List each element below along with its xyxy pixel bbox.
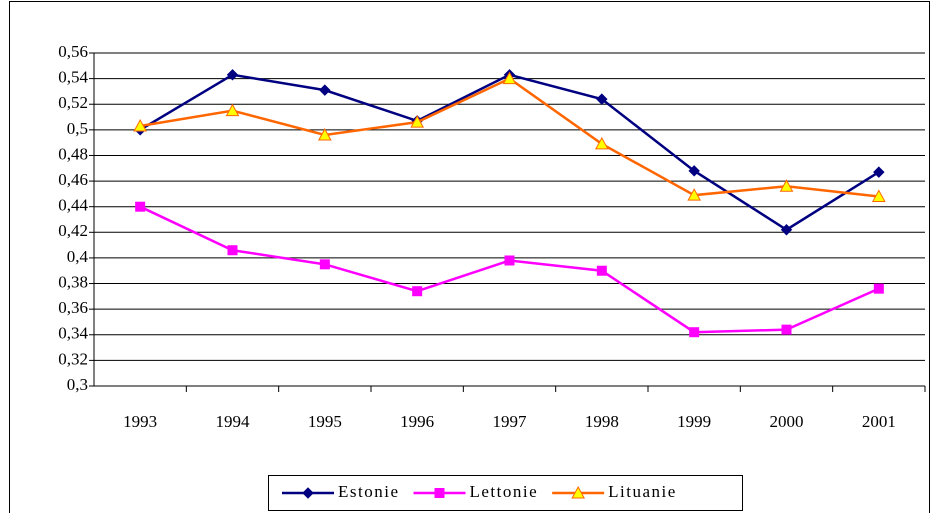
marker	[780, 224, 793, 236]
y-tick-label: 0,52	[58, 93, 88, 112]
y-tick-label: 0,46	[58, 170, 88, 189]
legend: Estonie Lettonie Lituanie	[268, 475, 743, 511]
y-tick-label: 0,48	[58, 144, 88, 163]
y-tick-label: 0,5	[67, 119, 88, 138]
marker	[689, 327, 700, 338]
y-tick-label: 0,34	[58, 324, 88, 343]
marker	[502, 71, 517, 85]
legend-label: Lettonie	[470, 482, 539, 501]
y-tick-label: 0,44	[58, 196, 88, 215]
y-tick-label: 0,36	[58, 298, 88, 317]
legend-label: Lituanie	[608, 482, 677, 501]
marker	[596, 265, 607, 276]
x-tick-label: 1997	[493, 412, 528, 431]
y-tick-label: 0,4	[67, 247, 89, 266]
x-tick-label: 1995	[308, 412, 342, 431]
marker	[225, 103, 240, 117]
marker	[133, 118, 148, 132]
marker	[227, 245, 238, 256]
marker	[410, 115, 425, 128]
series-line	[139, 205, 880, 334]
x-tick-label: 2000	[770, 412, 804, 431]
y-tick-label: 0,32	[58, 349, 88, 368]
marker	[571, 485, 585, 499]
y-tick-label: 0,42	[58, 221, 88, 240]
x-tick-label: 1998	[585, 412, 619, 431]
series-line	[139, 77, 879, 198]
x-tick-label: 2001	[862, 412, 896, 431]
marker	[594, 136, 609, 150]
y-tick-label: 0,56	[58, 42, 88, 61]
legend-box	[268, 475, 743, 511]
marker	[781, 324, 792, 335]
x-tick-label: 1994	[216, 412, 251, 431]
marker	[319, 84, 331, 96]
marker	[226, 69, 239, 81]
y-tick-label: 0,38	[58, 272, 88, 291]
marker	[687, 188, 702, 201]
marker	[596, 93, 608, 105]
marker	[302, 487, 314, 499]
marker	[412, 286, 423, 297]
marker	[873, 283, 884, 294]
marker	[135, 201, 146, 212]
marker	[317, 127, 332, 141]
marker	[504, 255, 515, 266]
y-tick-label: 0,54	[58, 68, 88, 87]
x-tick-label: 1999	[677, 412, 711, 431]
marker	[434, 488, 445, 498]
chart-frame	[9, 1, 930, 513]
x-tick-label: 1996	[400, 412, 434, 431]
legend-label: Estonie	[338, 482, 400, 501]
x-tick-label: 1993	[123, 412, 157, 431]
marker	[779, 179, 794, 192]
marker	[688, 165, 700, 177]
marker	[873, 166, 885, 178]
marker	[871, 189, 886, 202]
y-tick-label: 0,3	[67, 375, 88, 394]
marker	[319, 259, 330, 270]
